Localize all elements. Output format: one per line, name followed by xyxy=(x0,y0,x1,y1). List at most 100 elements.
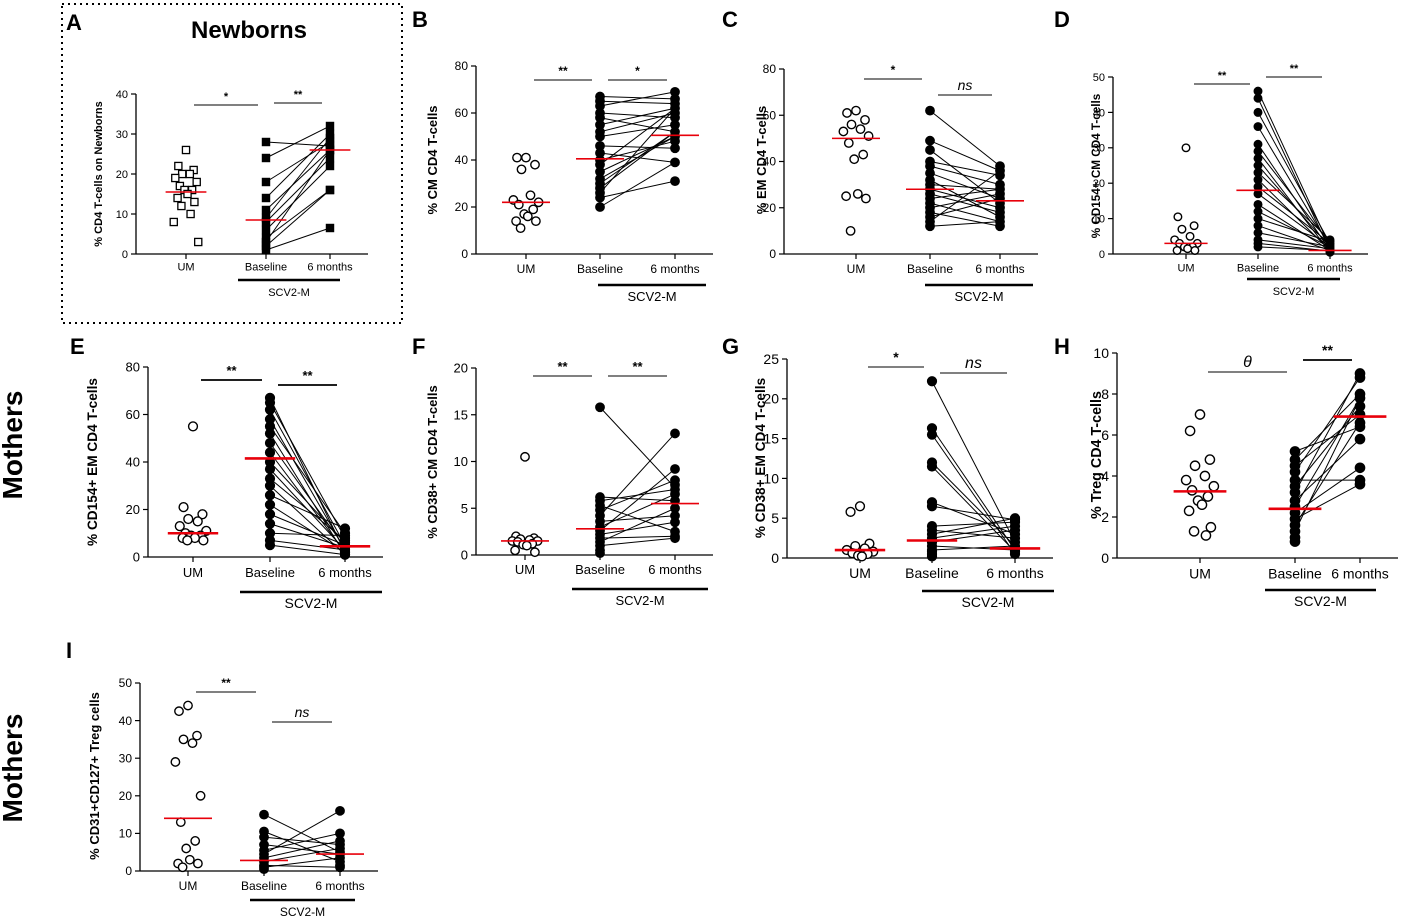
paired-line xyxy=(265,149,331,243)
significance-label: ns xyxy=(958,77,973,93)
data-point xyxy=(855,124,866,135)
data-point xyxy=(190,197,199,207)
paired-line xyxy=(931,525,1016,539)
data-point xyxy=(178,734,189,745)
data-point xyxy=(1202,491,1214,502)
paired-line xyxy=(599,136,676,173)
data-point xyxy=(185,169,195,179)
data-point xyxy=(530,547,540,558)
panel-a: A % CD4 T-cells on Newborns 0 10 20 30 40 UM Bas… xyxy=(66,10,368,299)
data-point xyxy=(1189,460,1201,472)
paired-line xyxy=(269,494,346,529)
data-point xyxy=(261,217,271,227)
paired-line xyxy=(1294,438,1361,501)
panel-label: B xyxy=(412,7,428,32)
data-point xyxy=(515,223,526,234)
y-tick-label: 40 xyxy=(763,155,777,169)
paired-line xyxy=(599,131,676,184)
significance-label: ** xyxy=(632,359,643,374)
paired-line xyxy=(929,211,1001,227)
paired-line xyxy=(269,523,346,548)
data-point xyxy=(1009,548,1021,560)
data-point xyxy=(528,204,539,215)
x-tick-label: 6 months xyxy=(318,565,372,580)
data-point xyxy=(1181,143,1191,153)
data-point xyxy=(174,521,185,532)
data-point xyxy=(192,177,201,187)
y-tick-label: 0 xyxy=(1099,249,1105,261)
x-tick-label: 6 months xyxy=(1307,262,1353,274)
data-point xyxy=(264,404,276,415)
data-point xyxy=(325,153,335,163)
data-point xyxy=(516,164,527,175)
y-tick-label: 10 xyxy=(1093,345,1109,361)
y-axis-label: % CD4 T-cells on Newborns xyxy=(93,101,105,246)
y-tick-label: 5 xyxy=(461,501,468,516)
paired-line xyxy=(929,188,1001,209)
x-tick-label: 6 months xyxy=(986,565,1044,581)
data-point xyxy=(264,464,276,475)
group-label: SCV2-M xyxy=(268,287,310,299)
data-point xyxy=(926,501,938,512)
data-point xyxy=(1354,421,1366,433)
paired-line xyxy=(269,539,346,551)
y-tick-label: 30 xyxy=(1093,143,1105,155)
data-point xyxy=(511,216,521,227)
x-tick-label: 6 months xyxy=(315,879,364,893)
paired-line xyxy=(1294,373,1361,493)
paired-line xyxy=(929,188,1001,199)
paired-line xyxy=(931,381,1016,543)
data-point xyxy=(925,105,935,116)
data-point xyxy=(595,202,605,212)
paired-line xyxy=(1257,158,1331,253)
data-point xyxy=(183,513,194,525)
paired-line xyxy=(931,466,1016,552)
paired-line xyxy=(265,125,331,159)
data-point xyxy=(183,189,192,199)
paired-line xyxy=(1257,218,1331,243)
paired-line xyxy=(599,107,676,194)
data-point xyxy=(854,501,866,512)
panel-h: H % Treg CD4 T-cells 0 2 4 6 8 10 UM Baseline 6 mo… xyxy=(1054,334,1398,609)
mothers-row-label-2: Mothers xyxy=(0,714,28,823)
paired-line xyxy=(1257,211,1331,248)
paired-line xyxy=(929,170,1001,223)
data-point xyxy=(1253,122,1263,132)
x-tick-label: 6 months xyxy=(650,262,699,276)
data-point xyxy=(845,506,856,517)
data-point xyxy=(195,790,206,801)
paired-line xyxy=(265,157,331,223)
paired-line xyxy=(931,501,1016,535)
data-point xyxy=(170,757,181,767)
data-point xyxy=(1253,189,1263,199)
paired-line xyxy=(929,193,1001,209)
x-tick-label: Baseline xyxy=(907,262,953,276)
y-tick-label: 8 xyxy=(1101,386,1109,402)
paired-line xyxy=(931,434,1016,555)
data-point xyxy=(1184,425,1196,437)
data-point xyxy=(1208,480,1220,492)
data-point xyxy=(525,190,536,201)
paired-line xyxy=(1257,232,1331,248)
data-point xyxy=(1205,521,1217,533)
data-point xyxy=(173,193,182,203)
data-point xyxy=(926,551,938,562)
data-point xyxy=(192,516,203,527)
data-point xyxy=(190,836,201,846)
paired-line xyxy=(265,133,331,199)
significance-label: ** xyxy=(221,676,231,690)
data-point xyxy=(520,451,530,462)
y-tick-label: 20 xyxy=(119,789,133,803)
data-point xyxy=(670,517,680,528)
x-tick-label: Baseline xyxy=(577,262,623,276)
y-tick-label: 40 xyxy=(126,455,140,470)
y-axis-label: % CD38+ EM CD4 T-cells xyxy=(753,377,768,538)
paired-line xyxy=(599,406,676,489)
paired-line xyxy=(1257,172,1331,241)
y-tick-label: 15 xyxy=(454,407,468,422)
y-tick-label: 2 xyxy=(1101,509,1109,525)
data-point xyxy=(1190,245,1200,255)
significance-label: ** xyxy=(558,64,568,78)
paired-line xyxy=(599,479,676,511)
x-tick-label: Baseline xyxy=(1268,566,1322,582)
